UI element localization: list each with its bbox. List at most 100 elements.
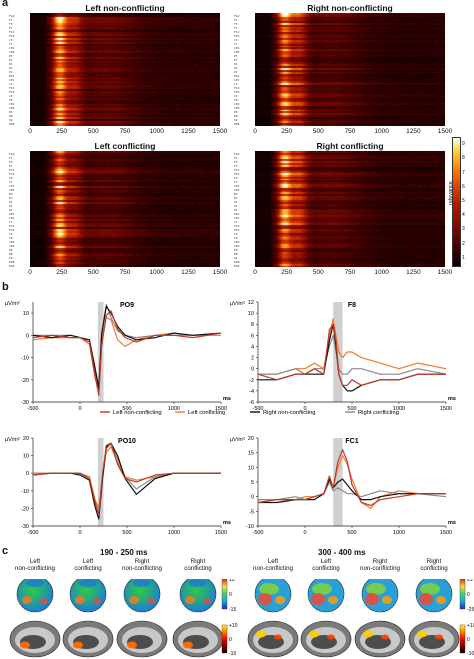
x-unit: ms [223, 396, 231, 402]
x-tick-label: 1500 [215, 406, 227, 412]
y-tick-label: 2 [251, 356, 254, 362]
y-tick-label: -30 [21, 400, 29, 406]
heatmap-xticks-2: 0 250 500 750 1000 1250 1500 [28, 269, 227, 278]
y-tick-label: -10 [21, 489, 29, 495]
heatmap-title-right-c: Right conflicting [316, 141, 384, 151]
colorbar-tick: 2 [462, 240, 465, 247]
series-line [258, 334, 447, 375]
brain-slice [247, 620, 299, 658]
series-line [258, 318, 447, 375]
colorbar-tick: 6 [462, 183, 465, 190]
panel-label-b: b [2, 281, 9, 293]
x-tick-label: 500 [122, 530, 131, 536]
topo-group-title-2: 300 - 400 ms [318, 548, 366, 557]
heatmap-xticks-3: 0 250 500 750 1000 1250 1500 [253, 269, 452, 278]
heatmap-xtick: 250 [56, 269, 68, 276]
heatmap-xtick: 250 [281, 269, 293, 276]
y-tick-label: 5 [251, 480, 254, 486]
colorbar-tick: 0 [467, 592, 470, 598]
heatmap-xtick: 1000 [374, 269, 389, 276]
highlight-window [97, 438, 104, 526]
brain-slice [354, 620, 406, 658]
y-tick-label: 0 [26, 471, 29, 477]
heatmap-xtick: 1000 [149, 128, 164, 135]
legend-label: Left conflicting [188, 410, 225, 416]
heatmap-xtick: 1250 [406, 128, 421, 135]
series-line [257, 449, 446, 507]
topo-condition-label: Right non-conflicting [360, 558, 400, 572]
colorbar-tick: -15 [229, 607, 236, 613]
y-unit: µV/m² [5, 437, 20, 443]
erp-title: PO9 [120, 302, 134, 309]
brain-colorbar-1: +10 0 -10 [221, 623, 238, 657]
heatmap-xtick: 1500 [212, 128, 228, 135]
brain-slice [116, 620, 168, 658]
series-line [32, 317, 221, 392]
topo-map [361, 579, 399, 613]
heatmap-xtick: 1250 [406, 269, 421, 276]
series-line [257, 323, 446, 386]
x-tick-label: 1500 [440, 530, 452, 536]
colorbar-tick: 4 [462, 212, 465, 219]
x-tick-label: 1000 [168, 406, 180, 412]
topo-map [254, 579, 292, 613]
x-tick-label: 1000 [393, 406, 405, 412]
y-tick-label: 6 [251, 333, 254, 339]
colorbar-tick: 1 [462, 254, 465, 261]
colorbar-tick: 9 [462, 141, 465, 148]
x-unit: ms [448, 520, 456, 526]
brain-slice [172, 620, 224, 658]
brain-slice [62, 620, 114, 658]
heatmap-right-c [255, 151, 445, 267]
x-tick-label: -500 [27, 530, 38, 536]
heatmap-xtick: 750 [119, 269, 131, 276]
x-tick-label: 500 [347, 406, 356, 412]
heatmap-xtick: 500 [87, 269, 99, 276]
colorbar-tick: 25 [467, 579, 473, 583]
heatmap-xtick: 1500 [437, 269, 453, 276]
topo-condition-label: Left non-conflicting [253, 558, 293, 572]
y-tick-label: 4 [251, 344, 254, 350]
heatmap-xtick: 250 [56, 128, 68, 135]
series-line [32, 305, 222, 390]
y-tick-label: -2 [249, 378, 254, 384]
heatmap-xtick: 1250 [181, 269, 196, 276]
colorbar-tick: 15 [229, 579, 235, 583]
heatmap-title-left-c: Left conflicting [94, 141, 156, 151]
x-tick-label: 0 [303, 530, 306, 536]
colorbar-ticks: 1 2 3 4 5 6 7 8 9 [462, 137, 474, 265]
y-tick-label: -4 [249, 389, 254, 395]
heatmap-xtick: 0 [28, 269, 32, 276]
y-tick-label: -30 [21, 524, 29, 530]
colorbar-tick: +10 [229, 623, 238, 629]
heatmap-xtick: 750 [344, 269, 356, 276]
x-tick-label: 0 [78, 530, 81, 536]
erp-plots: 100-10-20-30-500 0 500 1000 1500PO9µV/m²ms12… [5, 300, 456, 536]
x-tick-label: 0 [303, 406, 306, 412]
heatmap-xtick: 750 [344, 128, 356, 135]
topo-map [179, 579, 217, 613]
erp-legend: Left non-conflicting Left conflicting Righ… [100, 410, 399, 416]
heatmap-xtick: 0 [28, 128, 32, 135]
y-tick-label: -20 [21, 506, 29, 512]
heatmap-title-right-nc: Right non-conflicting [307, 3, 393, 13]
channel-labels-0: Fp2 Fz F3 F7 FC1 FC5 C3 T7 CP1 CP5 P3 P7… [9, 14, 15, 126]
topo-condition-label: Right conflicting [420, 558, 448, 572]
y-unit: µV/m² [230, 301, 245, 307]
y-tick-label: 8 [251, 322, 254, 328]
colorbar-tick: -10 [467, 651, 474, 657]
y-tick-label: 12 [248, 300, 254, 306]
brain-colorbar-2: +10 0 -10 [459, 623, 474, 657]
topo-condition-label: Left conflicting [312, 558, 340, 572]
x-tick-label: 1500 [215, 530, 227, 536]
y-tick-label: 10 [248, 465, 254, 471]
topo-map [415, 579, 453, 613]
colorbar-label: relevance [448, 181, 454, 205]
y-unit: µV/m² [230, 437, 245, 443]
erp-plot-PO10: 20 10 0 -10 -20 -30-500 0 500 1000 1500 PO10 µV/m² m… [5, 436, 231, 536]
x-tick-label: 500 [347, 530, 356, 536]
heatmap-xtick: 500 [312, 128, 324, 135]
y-tick-label: -20 [21, 378, 29, 384]
panel-label-a: a [2, 0, 9, 9]
x-tick-label: 500 [122, 406, 131, 412]
